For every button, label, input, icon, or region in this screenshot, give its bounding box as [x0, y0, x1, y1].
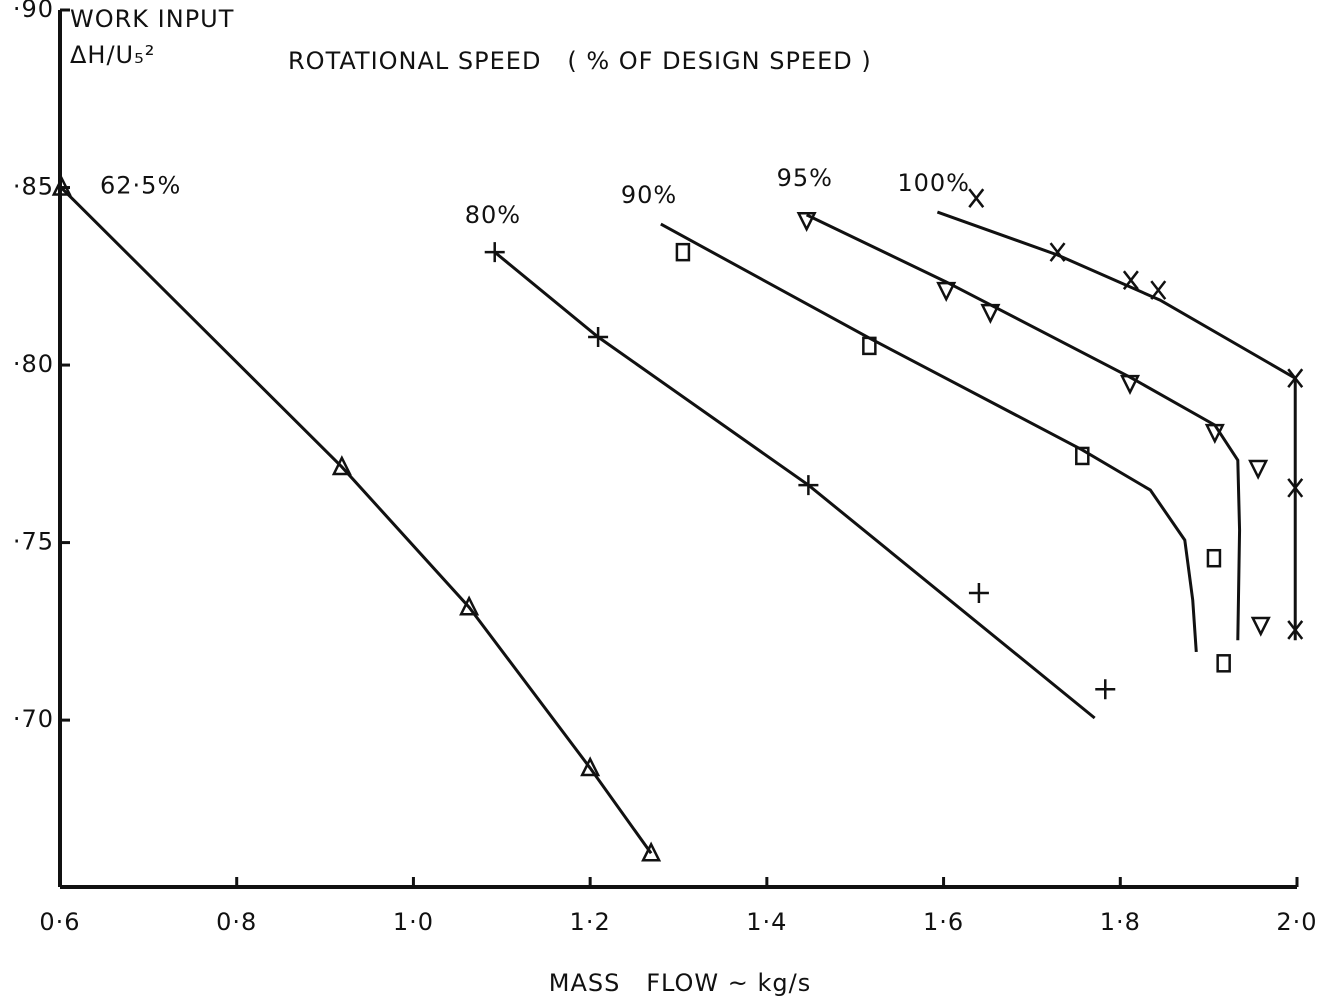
data-point: [1150, 280, 1167, 300]
data-point: [459, 595, 480, 616]
y-axis-label: ΔH/U₅²: [70, 41, 155, 69]
data-point: [980, 303, 1001, 324]
y-tick-label: ·70: [13, 705, 54, 733]
y-tick-label: ·80: [13, 350, 54, 378]
data-point: [936, 281, 957, 302]
data-point: [1119, 374, 1141, 395]
series-label: 62·5%: [100, 171, 181, 199]
data-point: [1049, 242, 1066, 262]
data-point: [862, 336, 877, 356]
fit-curve: [936, 210, 1297, 641]
series-label: 80%: [465, 201, 521, 229]
data-point: [1095, 679, 1116, 700]
fit-curve: [805, 213, 1242, 641]
data-point: [1287, 620, 1304, 640]
fit-curve: [493, 250, 1096, 720]
data-point: [641, 841, 662, 862]
y-axis-label: WORK INPUT: [70, 5, 234, 33]
data-point: [1287, 478, 1304, 498]
data-point: [1248, 459, 1269, 480]
data-point: [1250, 616, 1271, 637]
x-tick-label: 1·4: [746, 908, 787, 936]
data-point: [331, 455, 352, 476]
data-point: [968, 583, 989, 604]
data-point: [675, 242, 691, 262]
data-point: [588, 327, 609, 348]
x-axis-label: MASS FLOW ~ kg/s: [549, 969, 812, 997]
data-point: [1206, 548, 1222, 568]
x-tick-label: 2·0: [1276, 908, 1317, 936]
data-point: [796, 211, 817, 232]
chart-title: ROTATIONAL SPEED ( % OF DESIGN SPEED ): [288, 47, 872, 75]
x-tick-label: 1·6: [923, 908, 964, 936]
data-point: [1216, 654, 1231, 673]
data-point: [968, 188, 985, 208]
data-point: [798, 475, 819, 496]
x-tick-label: 1·8: [1100, 908, 1141, 936]
series-label: 95%: [777, 164, 833, 192]
data-point: [580, 756, 601, 777]
series-label: 100%: [897, 169, 970, 197]
series-label: 90%: [621, 181, 677, 209]
x-tick-label: 0·8: [216, 908, 257, 936]
y-tick-label: ·90: [13, 0, 54, 23]
data-point: [1075, 446, 1090, 466]
x-tick-label: 0·6: [39, 908, 80, 936]
data-point: [484, 242, 505, 263]
x-tick-label: 1·0: [393, 908, 434, 936]
y-tick-label: ·75: [13, 528, 54, 556]
x-tick-label: 1·2: [570, 908, 611, 936]
fit-curve: [58, 185, 653, 855]
data-point: [1122, 270, 1139, 290]
data-point: [1204, 423, 1225, 444]
y-tick-label: ·85: [13, 173, 54, 201]
data-point: [1287, 368, 1304, 388]
data-point: [51, 175, 72, 196]
